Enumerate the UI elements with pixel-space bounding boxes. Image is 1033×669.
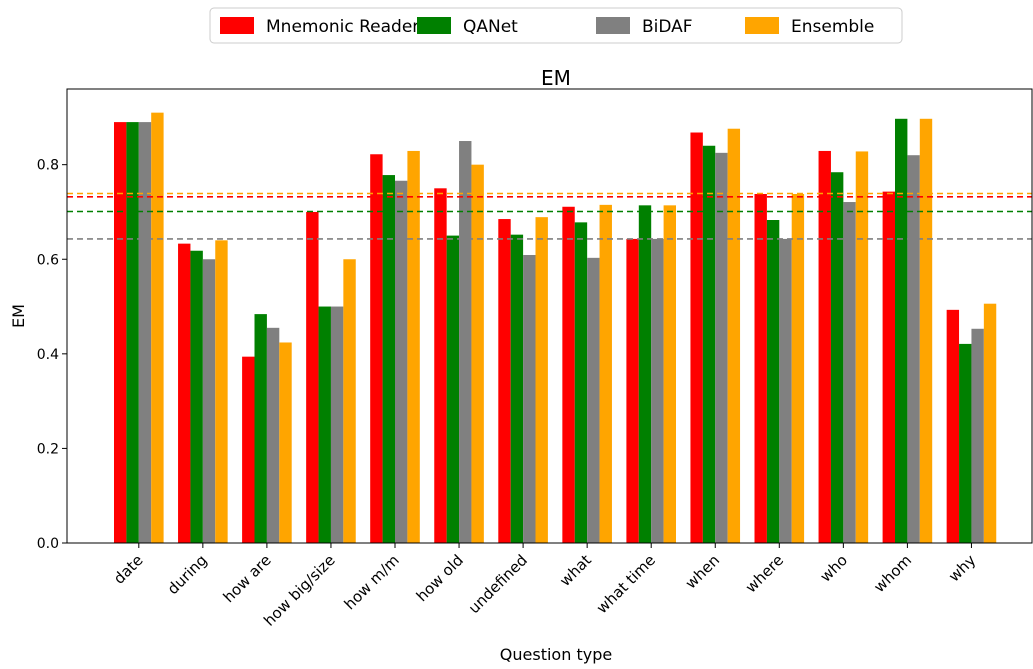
plot-frame bbox=[66, 88, 1033, 544]
x-tick-label-during: during bbox=[164, 551, 211, 598]
bar-ensemble-during bbox=[215, 240, 228, 543]
bar-qanet-how-old bbox=[446, 235, 460, 543]
bar-bidaf-what-time bbox=[651, 238, 664, 543]
bar-bidaf-how-are bbox=[266, 327, 280, 543]
bar-ensemble-date bbox=[151, 112, 164, 544]
bar-mnemonic-reader-why bbox=[946, 309, 960, 543]
bar-ensemble-whom bbox=[919, 118, 933, 543]
bar-ensemble-how-big-size bbox=[343, 259, 356, 543]
bar-bidaf-undefined bbox=[523, 254, 536, 544]
bar-bidaf-when bbox=[715, 152, 728, 543]
bar-ensemble-where bbox=[791, 193, 805, 544]
y-axis: 0.0 0.2 0.4 0.6 0.8 bbox=[37, 158, 67, 552]
y-tick-label: 0.6 bbox=[37, 252, 59, 268]
bar-bidaf-how-big-size bbox=[330, 306, 344, 543]
bar-qanet-what bbox=[574, 222, 588, 544]
bar-qanet-how-big-size bbox=[318, 306, 331, 543]
bar-ensemble-what-time bbox=[663, 205, 676, 543]
x-tick-label-who: who bbox=[817, 551, 852, 586]
legend-label-ensemble: Ensemble bbox=[791, 17, 874, 37]
bar-bidaf-whom bbox=[907, 155, 920, 543]
bar-mnemonic-reader-how-are bbox=[242, 356, 255, 543]
bar-mnemonic-reader-date bbox=[114, 122, 127, 543]
bar-ensemble-why bbox=[983, 303, 997, 543]
x-tick-label-what-time: what time bbox=[593, 551, 659, 617]
bar-qanet-during bbox=[190, 250, 203, 544]
x-axis-label: Question type bbox=[500, 645, 612, 664]
bar-bidaf-how-old bbox=[459, 141, 472, 543]
bar-bidaf-who bbox=[843, 202, 856, 543]
bar-qanet-why bbox=[959, 343, 972, 543]
bar-ensemble-how-m-m bbox=[407, 150, 420, 543]
bar-ensemble-undefined bbox=[535, 217, 548, 543]
bar-mnemonic-reader-how-m-m bbox=[370, 154, 383, 543]
legend-swatch-mnemonic-reader bbox=[220, 17, 254, 34]
bar-ensemble-how-old bbox=[471, 164, 484, 544]
bars bbox=[114, 112, 997, 544]
y-axis-label: EM bbox=[9, 304, 28, 328]
bar-mnemonic-reader-where bbox=[754, 193, 767, 544]
bar-bidaf-where bbox=[779, 238, 792, 543]
y-tick-label: 0.8 bbox=[37, 158, 59, 174]
bar-qanet-undefined bbox=[510, 234, 524, 543]
bar-bidaf-what bbox=[587, 257, 600, 543]
legend-label-qanet: QANet bbox=[463, 17, 518, 37]
legend-swatch-bidaf bbox=[596, 17, 630, 34]
bar-mnemonic-reader-how-big-size bbox=[306, 211, 319, 543]
x-tick-label-when: when bbox=[682, 551, 723, 592]
x-tick-label-how-m-m: how m/m bbox=[341, 551, 403, 613]
legend: Mnemonic Reader QANet BiDAF Ensemble bbox=[209, 7, 903, 44]
bar-bidaf-how-m-m bbox=[395, 180, 408, 543]
x-tick-label-whom: whom bbox=[870, 551, 915, 596]
bar-qanet-when bbox=[702, 145, 716, 543]
x-tick-label-date: date bbox=[110, 551, 147, 588]
legend-swatch-qanet bbox=[417, 17, 451, 34]
bar-mnemonic-reader-what bbox=[562, 206, 575, 543]
bar-bidaf-why bbox=[971, 328, 984, 543]
bar-mnemonic-reader-what-time bbox=[626, 238, 639, 543]
legend-frame bbox=[209, 7, 903, 44]
x-tick-label-undefined: undefined bbox=[465, 551, 531, 617]
bar-mnemonic-reader-when bbox=[690, 132, 703, 543]
bar-qanet-date bbox=[126, 122, 139, 543]
legend-swatch-ensemble bbox=[745, 17, 779, 34]
y-tick-label: 0.4 bbox=[37, 347, 59, 363]
legend-label-mnemonic-reader: Mnemonic Reader bbox=[266, 17, 419, 37]
bar-bidaf-during bbox=[202, 259, 216, 543]
bar-qanet-how-are bbox=[254, 314, 267, 543]
x-tick-label-how-are: how are bbox=[220, 551, 275, 606]
legend-label-bidaf: BiDAF bbox=[642, 17, 693, 37]
bar-ensemble-what bbox=[599, 204, 612, 544]
bar-mnemonic-reader-during bbox=[178, 243, 191, 543]
bar-qanet-how-m-m bbox=[382, 175, 395, 543]
bar-qanet-what-time bbox=[638, 205, 652, 543]
bar-mnemonic-reader-whom bbox=[882, 191, 895, 543]
x-tick-label-how-old: how old bbox=[413, 551, 467, 605]
bar-ensemble-who bbox=[855, 151, 869, 543]
bar-qanet-whom bbox=[895, 118, 908, 543]
x-tick-label-where: where bbox=[742, 551, 787, 596]
bar-ensemble-when bbox=[727, 128, 741, 543]
y-tick-label: 0.0 bbox=[37, 536, 59, 552]
bar-bidaf-date bbox=[138, 122, 152, 543]
x-tick-label-what: what bbox=[556, 551, 595, 590]
y-tick-label: 0.2 bbox=[37, 441, 59, 457]
bar-mnemonic-reader-undefined bbox=[498, 219, 511, 544]
chart-title: EM bbox=[541, 66, 571, 90]
bar-qanet-where bbox=[766, 220, 780, 543]
x-tick-label-why: why bbox=[945, 551, 979, 585]
average-lines bbox=[67, 192, 1032, 240]
bar-ensemble-how-are bbox=[279, 342, 292, 543]
bar-mnemonic-reader-who bbox=[818, 150, 831, 543]
bar-qanet-who bbox=[830, 172, 844, 544]
bar-mnemonic-reader-how-old bbox=[434, 188, 447, 543]
